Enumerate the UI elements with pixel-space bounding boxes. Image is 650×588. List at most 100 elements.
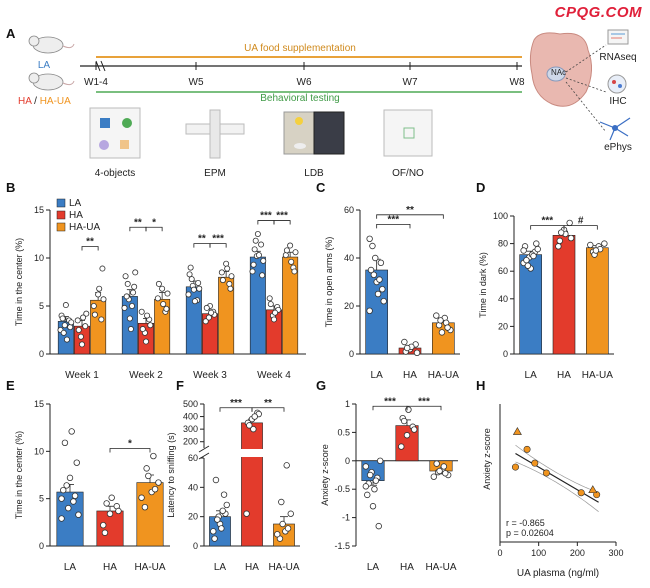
- point-D-2-5: [587, 241, 594, 249]
- point-b-1-0-7: [127, 326, 134, 333]
- x-tick-label-G-0: LA: [367, 562, 380, 573]
- group-label-ha: HA: [18, 96, 32, 107]
- mouse-icon-ha: [28, 72, 75, 91]
- point-b-1-0-9: [124, 280, 131, 287]
- x-tick-label-E-2: HA-UA: [134, 562, 165, 573]
- y-axis-label-C: Time in open arms (%): [324, 237, 334, 328]
- point-b-3-2-6: [292, 249, 299, 256]
- panel-b: B 0 5 10 15 Time in the center (%) Week 1 ** Wee…: [6, 180, 306, 381]
- confidence-band-upper: [515, 444, 599, 494]
- y-tick-label-G-0: -1.5: [334, 541, 350, 551]
- panel-h: H 0 100 200 300 UA plasma (ng/ml) Anxiety z-sc…: [476, 378, 624, 579]
- point-C-2-5: [433, 312, 440, 319]
- point-D-0-6: [523, 256, 530, 264]
- point-f-0-2: [220, 491, 228, 498]
- behavioral-testing-label: Behavioral testing: [260, 93, 340, 104]
- test-label-4-objects: 4-objects: [95, 168, 136, 179]
- point-b-2-0-0: [185, 291, 192, 298]
- point-b-0-2-2: [95, 291, 102, 298]
- bar-break-gap-f-1: [240, 449, 264, 457]
- y-axis-label-B: Time in the center (%): [14, 238, 24, 326]
- point-b-0-0-1: [61, 322, 68, 329]
- point-D-0-11: [520, 247, 527, 254]
- point-b-2-0-7: [191, 298, 198, 305]
- point-b-3-2-3: [291, 268, 298, 275]
- x-tick-label-D-1: HA: [557, 370, 571, 381]
- point-f-2-5: [274, 531, 281, 538]
- x-tick-label-E-1: HA: [103, 562, 117, 573]
- point-b-2-0-8: [196, 285, 203, 292]
- y-tick-label-C-0: 0: [349, 349, 354, 359]
- point-f-2-3: [278, 498, 285, 506]
- panel-letter-a: A: [6, 26, 16, 41]
- point-D-2-6: [592, 247, 600, 254]
- point-b-2-1-2: [202, 318, 209, 325]
- y-tick-label-f-upper-2: 400: [183, 412, 198, 422]
- x-tick-label-C-0: LA: [371, 370, 384, 381]
- point-f-1-0: [243, 510, 250, 517]
- timeline-break-icon: [95, 60, 106, 72]
- point-f-0-9: [214, 516, 221, 523]
- point-C-0-2: [377, 259, 385, 266]
- point-C-0-3: [367, 266, 375, 274]
- sig-bracket-C-0: [376, 224, 411, 229]
- point-b-1-0-4: [126, 315, 133, 322]
- panel-f: F 0 20 40 60 200 300 400 500 Latency to sniffing …: [166, 378, 300, 573]
- week-label-w5: W5: [189, 77, 204, 88]
- x-tick-label-b-2: Week 3: [193, 370, 227, 381]
- y-tick-label-f-upper-0: 200: [183, 437, 198, 447]
- y-tick-label-f-lower-3: 60: [188, 453, 198, 463]
- point-b-1-2-1: [154, 295, 161, 302]
- ldb-box-icon: [283, 111, 345, 155]
- sig-label-b-3: **: [198, 234, 206, 245]
- y-tick-label-C-1: 20: [344, 301, 354, 311]
- sig-label-b-0: **: [86, 236, 94, 247]
- point-b-0-2-6: [100, 296, 107, 303]
- point-G-0-9: [366, 471, 374, 479]
- sig-bracket-C-1: [376, 214, 444, 219]
- point-D-1-6: [557, 229, 565, 236]
- legend-swatch-la: [56, 198, 66, 208]
- point-D-0-8: [534, 245, 541, 253]
- y-axis-label-G: Anxiety z-score: [320, 444, 330, 506]
- point-b-2-1-0: [205, 314, 212, 321]
- sig-label-b-4: ***: [212, 234, 224, 245]
- connector-rnaseq: [565, 44, 607, 73]
- point-b-2-2-5: [224, 265, 231, 272]
- point-f-0-0: [210, 528, 217, 535]
- sig-bracket-b-2: [145, 226, 163, 232]
- y-tick-label-D-5: 100: [493, 211, 508, 221]
- x-tick-label-h-3: 300: [608, 548, 623, 558]
- scatter-point-circle-0: [511, 463, 519, 471]
- point-b-1-2-4: [155, 280, 162, 287]
- y-axis-label-h: Anxiety z-score: [482, 428, 492, 490]
- y-tick-label-B-1: 5: [39, 301, 44, 311]
- x-axis-label-h: UA plasma (ng/ml): [517, 568, 599, 579]
- y-tick-label-E-3: 15: [34, 399, 44, 409]
- point-b-1-2-3: [163, 305, 170, 312]
- x-tick-label-b-0: Week 1: [65, 370, 99, 381]
- point-b-0-1-1: [82, 323, 89, 330]
- sig-bracket-E-0: [109, 448, 151, 453]
- point-b-1-2-2: [159, 285, 166, 292]
- point-b-0-0-4: [62, 302, 69, 309]
- method-label-ihc: IHC: [609, 96, 626, 107]
- point-G-0-5: [375, 522, 382, 530]
- y-tick-label-E-2: 10: [34, 446, 44, 456]
- panel-letter-c: C: [316, 180, 326, 195]
- point-b-0-1-2: [74, 317, 81, 324]
- point-b-2-0-9: [188, 276, 195, 283]
- point-E-1-0: [100, 521, 107, 529]
- sig-label-b-5: ***: [260, 211, 272, 222]
- group-label-ha-haua: HA / HA-UA: [18, 96, 71, 107]
- point-f-2-6: [279, 520, 286, 528]
- point-f-2-7: [284, 525, 292, 532]
- point-b-2-2-3: [227, 285, 234, 292]
- point-C-0-10: [376, 276, 383, 283]
- point-b-1-0-0: [121, 304, 128, 311]
- test-label-ldb: LDB: [304, 168, 324, 179]
- stats-text-1: p = 0.02604: [506, 528, 554, 538]
- sig-label-C-0: ***: [387, 214, 399, 225]
- y-tick-label-G-1: -1: [342, 513, 350, 523]
- legend-label-ha-ua: HA-UA: [69, 222, 100, 233]
